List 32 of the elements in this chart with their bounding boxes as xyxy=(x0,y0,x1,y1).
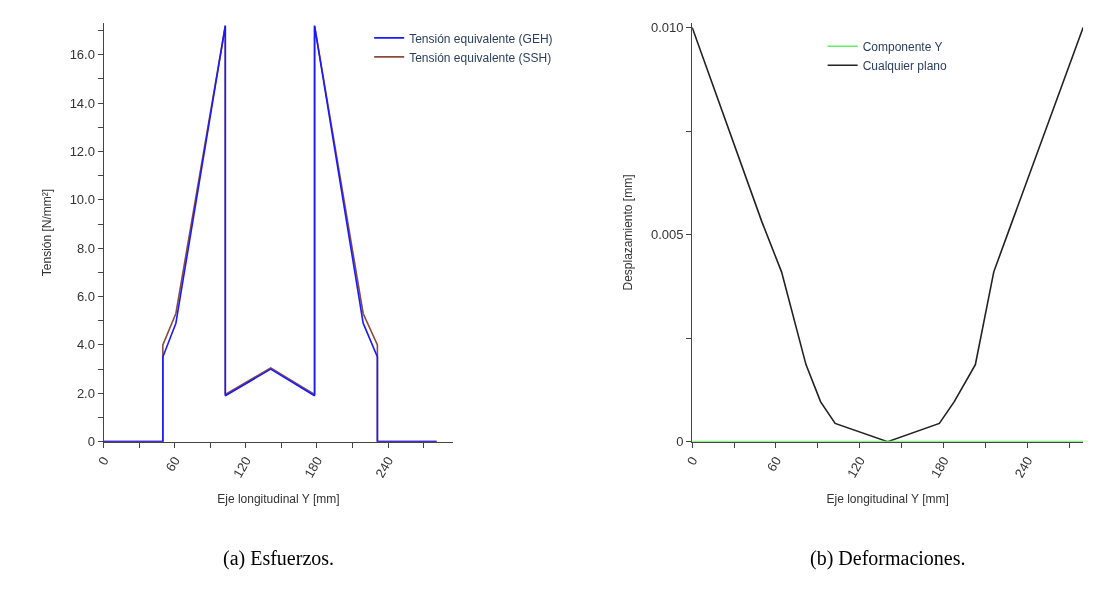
x-axis-title: Eje longitudinal Y [mm] xyxy=(217,492,340,507)
legend-label: Cualquier plano xyxy=(862,58,948,73)
y-tick-label: 2.0 xyxy=(76,385,95,401)
x-tick-label: 180 xyxy=(301,454,326,481)
y-tick-label: 10.0 xyxy=(69,192,95,208)
x-tick-label: 240 xyxy=(372,454,397,481)
y-tick-label: 0 xyxy=(676,434,684,450)
y-tick-label: 0.010 xyxy=(651,20,684,36)
y-tick-label: 0 xyxy=(87,434,95,450)
x-tick-label: 240 xyxy=(1011,454,1036,481)
y-tick-label: 4.0 xyxy=(76,337,95,353)
x-tick-label: 180 xyxy=(927,454,952,481)
x-tick-label: 60 xyxy=(162,454,183,475)
legend-label: Tensión equivalente (SSH) xyxy=(409,50,552,65)
x-tick-label: 0 xyxy=(95,454,112,468)
legend-label: Componente Y xyxy=(862,39,943,54)
y-axis-title: Tensión [N/mm²] xyxy=(39,188,54,277)
legend-label: Tensión equivalente (GEH) xyxy=(409,31,553,46)
y-tick-label: 14.0 xyxy=(69,95,95,111)
y-axis-title: Desplazamiento [mm] xyxy=(621,174,636,291)
y-tick-label: 0.005 xyxy=(651,227,684,243)
x-tick-label: 120 xyxy=(844,454,868,481)
y-tick-label: 16.0 xyxy=(69,47,95,63)
x-tick-label: 120 xyxy=(230,454,255,481)
y-tick-label: 12.0 xyxy=(69,144,95,160)
x-tick-label: 60 xyxy=(763,454,785,475)
x-tick-label: 0 xyxy=(683,454,701,468)
y-tick-label: 8.0 xyxy=(76,240,95,256)
y-tick-label: 6.0 xyxy=(76,289,95,305)
text: (b) Deformaciones. xyxy=(810,547,966,570)
x-axis-title: Eje longitudinal Y [mm] xyxy=(826,492,949,507)
text: (a) Esfuerzos. xyxy=(223,547,335,570)
